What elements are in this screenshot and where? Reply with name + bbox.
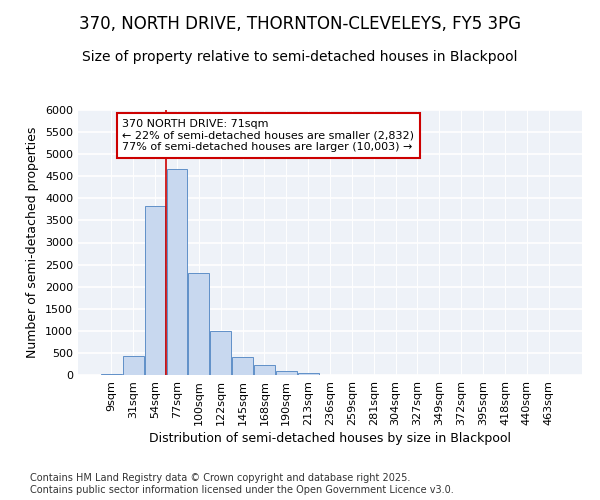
- Bar: [232, 358, 253, 375]
- Bar: [276, 370, 296, 375]
- Bar: [210, 331, 231, 375]
- Text: 370 NORTH DRIVE: 71sqm
← 22% of semi-detached houses are smaller (2,832)
77% of : 370 NORTH DRIVE: 71sqm ← 22% of semi-det…: [122, 119, 414, 152]
- Bar: [101, 374, 122, 375]
- X-axis label: Distribution of semi-detached houses by size in Blackpool: Distribution of semi-detached houses by …: [149, 432, 511, 445]
- Bar: [167, 168, 187, 375]
- Bar: [145, 206, 166, 375]
- Bar: [298, 373, 319, 375]
- Bar: [123, 356, 143, 375]
- Text: Size of property relative to semi-detached houses in Blackpool: Size of property relative to semi-detach…: [82, 50, 518, 64]
- Bar: [254, 365, 275, 375]
- Text: 370, NORTH DRIVE, THORNTON-CLEVELEYS, FY5 3PG: 370, NORTH DRIVE, THORNTON-CLEVELEYS, FY…: [79, 15, 521, 33]
- Y-axis label: Number of semi-detached properties: Number of semi-detached properties: [26, 127, 40, 358]
- Bar: [188, 274, 209, 375]
- Text: Contains HM Land Registry data © Crown copyright and database right 2025.
Contai: Contains HM Land Registry data © Crown c…: [30, 474, 454, 495]
